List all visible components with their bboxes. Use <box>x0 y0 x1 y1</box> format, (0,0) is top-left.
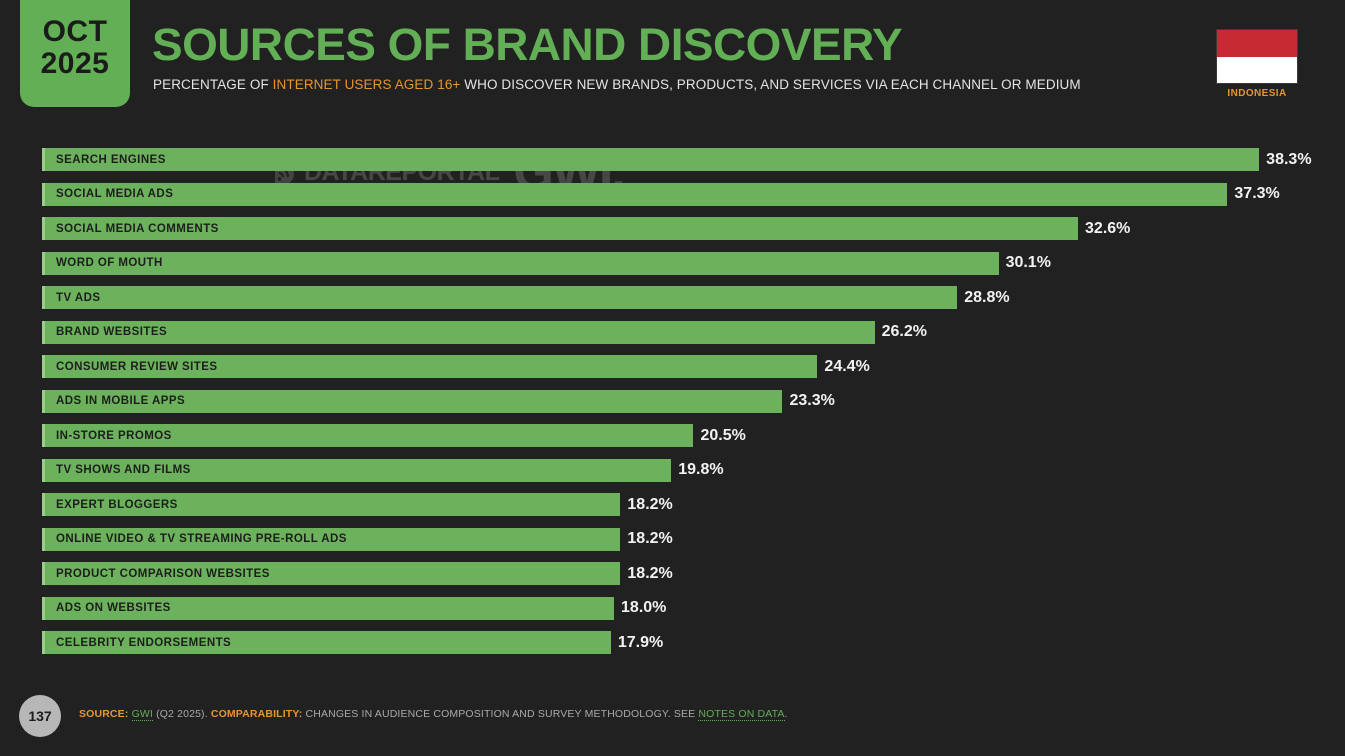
notes-on-data-link[interactable]: NOTES ON DATA <box>698 708 785 721</box>
bar-category-label: PRODUCT COMPARISON WEBSITES <box>56 567 270 580</box>
source-note: SOURCE: GWI (Q2 2025). COMPARABILITY: CH… <box>79 708 788 721</box>
bar-value-label: 24.4% <box>824 357 870 375</box>
bar: TV SHOWS AND FILMS <box>42 458 672 482</box>
bar-value-label: 20.5% <box>700 426 746 444</box>
chart-row: CONSUMER REVIEW SITES 24.4% <box>0 355 1345 390</box>
chart-row: PRODUCT COMPARISON WEBSITES 18.2% <box>0 562 1345 597</box>
bar-value-label: 17.9% <box>617 633 664 651</box>
subtitle-post: WHO DISCOVER NEW BRANDS, PRODUCTS, AND S… <box>460 77 1081 92</box>
chart-row: SEARCH ENGINES 38.3% <box>0 148 1345 183</box>
chart-row: EXPERT BLOGGERS 18.2% <box>0 493 1345 528</box>
bar-value-label: 28.8% <box>964 288 1010 306</box>
bar-category-label: ADS IN MOBILE APPS <box>56 395 186 407</box>
bar-category-label: ADS ON WEBSITES <box>56 602 171 614</box>
country-label: INDONESIA <box>1227 88 1287 99</box>
bar-category-label: ONLINE VIDEO & TV STREAMING PRE-ROLL ADS <box>56 533 347 545</box>
bar: SEARCH ENGINES <box>42 148 1260 171</box>
subtitle-highlight: INTERNET USERS AGED 16+ <box>272 77 461 92</box>
bar: EXPERT BLOGGERS <box>42 493 621 516</box>
bar-category-label: WORD OF MOUTH <box>56 257 163 269</box>
bar: TV ADS <box>42 286 958 309</box>
bar-category-label: SOCIAL MEDIA ADS <box>56 188 174 200</box>
page-title: SOURCES OF BRAND DISCOVERY <box>152 19 903 70</box>
chart-row: ADS ON WEBSITES 18.0% <box>0 596 1345 632</box>
chart-row: SOCIAL MEDIA COMMENTS 32.6% <box>0 217 1345 252</box>
chart-row: WORD OF MOUTH 30.1% <box>0 251 1345 287</box>
bar-category-label: TV ADS <box>56 291 101 304</box>
bar-value-label: 30.1% <box>1005 254 1051 271</box>
source-end: . <box>784 708 788 720</box>
source-name-link[interactable]: GWI <box>131 708 154 721</box>
bar: SOCIAL MEDIA COMMENTS <box>42 217 1079 240</box>
bar-value-label: 23.3% <box>789 392 835 409</box>
chart-row: BRAND WEBSITES 26.2% <box>0 320 1345 356</box>
bar: IN-STORE PROMOS <box>42 424 694 447</box>
source-period: (Q2 2025). <box>153 708 208 720</box>
flag-stripe-red <box>1217 30 1297 57</box>
chart-row: IN-STORE PROMOS 20.5% <box>0 424 1345 459</box>
bar-value-label: 18.2% <box>627 564 673 582</box>
bar: PRODUCT COMPARISON WEBSITES <box>42 562 621 585</box>
bar: WORD OF MOUTH <box>42 251 999 275</box>
bar: ADS ON WEBSITES <box>42 596 615 620</box>
bar-value-label: 18.2% <box>627 495 673 513</box>
chart-row: TV ADS 28.8% <box>0 286 1345 321</box>
bar-value-label: 32.6% <box>1085 219 1131 237</box>
bar-chart: SEARCH ENGINES 38.3% SOCIAL MEDIA ADS 37.3%… <box>0 148 1345 666</box>
indonesia-flag-icon <box>1216 29 1298 84</box>
bar: CELEBRITY ENDORSEMENTS <box>42 631 611 654</box>
country-flag-block: INDONESIA <box>1216 29 1298 99</box>
comparability-text: CHANGES IN AUDIENCE COMPOSITION AND SURV… <box>302 708 699 720</box>
chart-row: TV SHOWS AND FILMS 19.8% <box>0 458 1345 494</box>
date-year: 2025 <box>40 47 110 81</box>
bar-value-label: 18.2% <box>627 530 673 547</box>
bar-value-label: 26.2% <box>881 323 927 340</box>
chart-row: CELEBRITY ENDORSEMENTS 17.9% <box>0 631 1345 666</box>
bar: ONLINE VIDEO & TV STREAMING PRE-ROLL ADS <box>42 527 621 551</box>
bar-value-label: 37.3% <box>1234 185 1280 202</box>
page-subtitle: PERCENTAGE OF INTERNET USERS AGED 16+ WH… <box>153 77 1081 92</box>
chart-row: ONLINE VIDEO & TV STREAMING PRE-ROLL ADS… <box>0 527 1345 563</box>
bar-category-label: CELEBRITY ENDORSEMENTS <box>56 636 232 649</box>
bar-category-label: IN-STORE PROMOS <box>56 429 172 442</box>
bar-value-label: 38.3% <box>1266 150 1312 168</box>
chart-row: SOCIAL MEDIA ADS 37.3% <box>0 182 1345 218</box>
flag-stripe-white <box>1217 56 1297 83</box>
bar: SOCIAL MEDIA ADS <box>42 182 1228 206</box>
bar: BRAND WEBSITES <box>42 320 875 344</box>
footer: 137 SOURCE: GWI (Q2 2025). COMPARABILITY… <box>0 690 1345 756</box>
date-month: OCT <box>42 15 108 49</box>
date-badge: OCT 2025 <box>20 0 130 107</box>
bar-category-label: CONSUMER REVIEW SITES <box>56 360 218 373</box>
bar-category-label: SOCIAL MEDIA COMMENTS <box>56 222 219 235</box>
page-number-badge: 137 <box>19 695 61 737</box>
bar-value-label: 19.8% <box>678 461 724 478</box>
bar: CONSUMER REVIEW SITES <box>42 355 818 378</box>
chart-row: ADS IN MOBILE APPS 23.3% <box>0 389 1345 425</box>
subtitle-pre: PERCENTAGE OF <box>153 77 273 92</box>
bar-value-label: 18.0% <box>621 599 667 616</box>
source-label: SOURCE: <box>79 708 129 720</box>
bar: ADS IN MOBILE APPS <box>42 389 783 413</box>
header: OCT 2025 SOURCES OF BRAND DISCOVERY PERC… <box>0 0 1345 122</box>
comparability-label: COMPARABILITY: <box>210 708 303 720</box>
bar-category-label: EXPERT BLOGGERS <box>56 498 178 511</box>
bar-category-label: TV SHOWS AND FILMS <box>56 464 191 476</box>
bar-category-label: SEARCH ENGINES <box>56 153 166 166</box>
bar-category-label: BRAND WEBSITES <box>56 326 168 338</box>
